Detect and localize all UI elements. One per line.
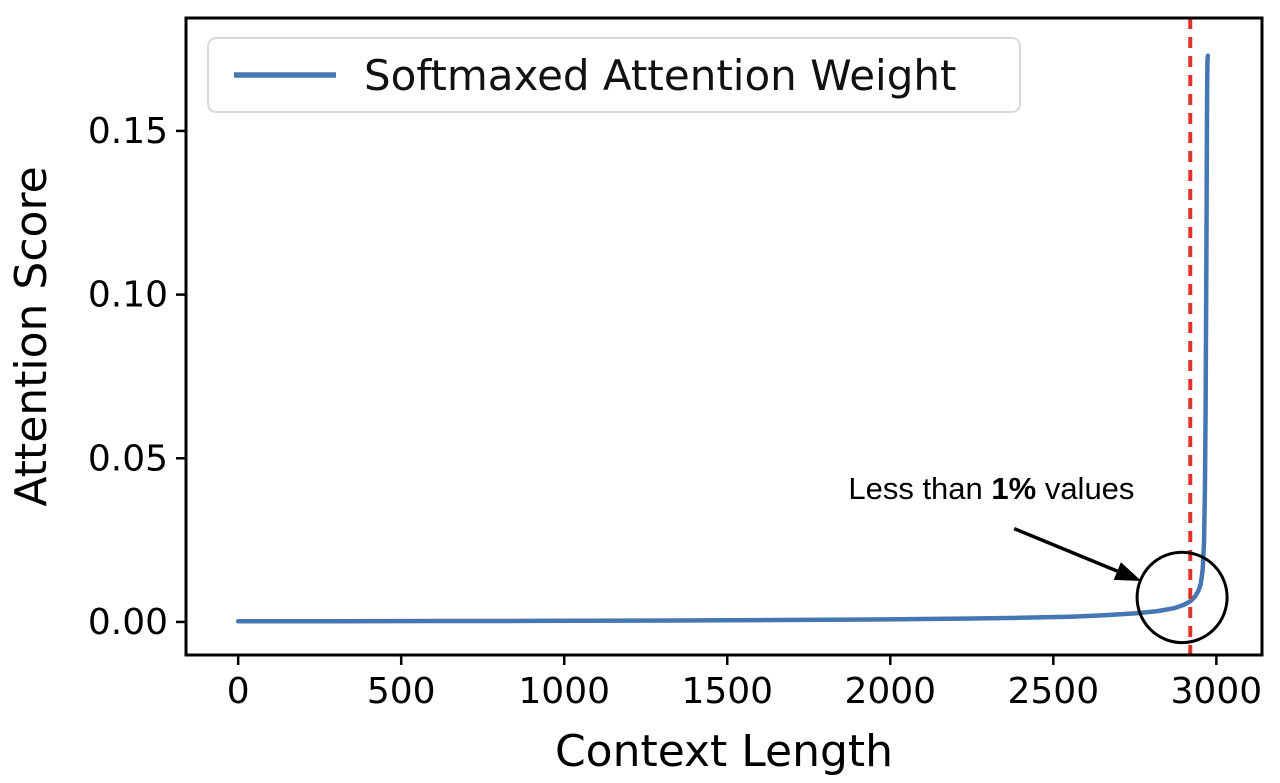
attention-weight-line xyxy=(235,53,1211,624)
x-tick-label: 500 xyxy=(367,671,436,712)
x-tick-label: 2500 xyxy=(1008,671,1100,712)
x-tick-label: 0 xyxy=(227,671,250,712)
plot-border xyxy=(184,16,1264,657)
annotation-arrow-head xyxy=(1113,562,1142,581)
annotation-text-bold: 1% xyxy=(991,471,1036,506)
y-tick-label: 0.00 xyxy=(88,602,168,643)
annotation-text: Less than 1% values xyxy=(848,471,1134,506)
x-tick-label: 3000 xyxy=(1171,671,1263,712)
y-tick-label: 0.10 xyxy=(88,275,168,316)
x-tick-label: 1000 xyxy=(518,671,610,712)
x-tick-label: 1500 xyxy=(681,671,773,712)
x-axis-label: Context Length xyxy=(555,726,893,777)
annotation-circle xyxy=(1135,550,1229,645)
x-tick-label: 2000 xyxy=(844,671,936,712)
annotation-text-prefix: Less than xyxy=(848,471,991,506)
y-tick-label: 0.05 xyxy=(88,438,168,479)
y-axis-label: Attention Score xyxy=(6,166,57,506)
annotation-text-suffix: values xyxy=(1036,471,1134,506)
legend-box xyxy=(207,37,1021,113)
y-tick-label: 0.15 xyxy=(88,111,168,152)
annotation-arrow-shaft xyxy=(1013,526,1118,573)
legend-label: Softmaxed Attention Weight xyxy=(364,51,956,100)
